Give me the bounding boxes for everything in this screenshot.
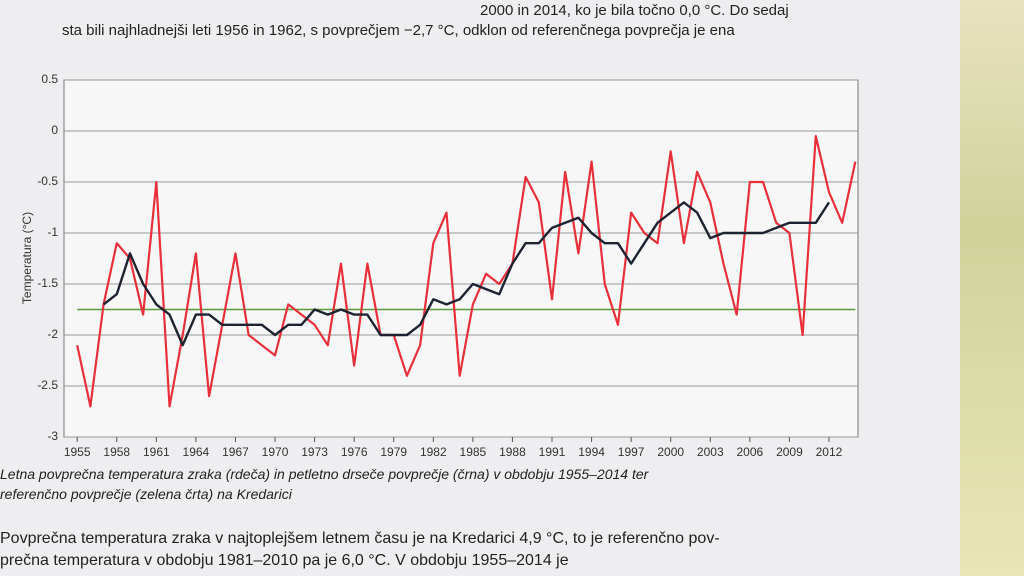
x-tick-label: 1970 <box>262 445 289 459</box>
x-tick-label: 2009 <box>776 445 803 459</box>
caption: Letna povprečna temperatura zraka (rdeča… <box>0 466 649 482</box>
x-tick-label: 1973 <box>301 445 328 459</box>
y-tick-label: 0 <box>51 123 58 137</box>
x-tick-label: 2006 <box>736 445 763 459</box>
header-line: sta bili najhladnejši leti 1956 in 1962,… <box>62 22 735 39</box>
plot-area <box>63 79 859 438</box>
x-tick-label: 1997 <box>618 445 645 459</box>
book-edge <box>960 0 1024 576</box>
x-tick-label: 1985 <box>460 445 487 459</box>
y-tick-label: -1.5 <box>37 276 58 290</box>
x-tick-label: 2003 <box>697 445 724 459</box>
footer-line: Povprečna temperatura zraka v najtoplejš… <box>0 530 720 547</box>
x-tick-label: 1994 <box>578 445 605 459</box>
x-tick-label: 1976 <box>341 445 368 459</box>
y-tick-label: 0.5 <box>41 72 58 86</box>
header-line: 2000 in 2014, ko je bila točno 0,0 °C. D… <box>480 2 789 19</box>
y-tick-label: -2.5 <box>37 378 58 392</box>
x-tick-label: 1958 <box>103 445 130 459</box>
x-tick-label: 1982 <box>420 445 447 459</box>
series-line <box>76 135 857 408</box>
y-tick-label: -2 <box>47 327 58 341</box>
y-tick-label: -1 <box>47 225 58 239</box>
x-tick-label: 1967 <box>222 445 249 459</box>
x-tick-label: 1961 <box>143 445 170 459</box>
x-tick-label: 1955 <box>64 445 91 459</box>
x-tick-label: 1979 <box>380 445 407 459</box>
y-tick-label: -0.5 <box>37 174 58 188</box>
x-tick-label: 1991 <box>539 445 566 459</box>
x-tick-label: 1988 <box>499 445 526 459</box>
series-line <box>102 201 830 347</box>
footer-line: prečna temperatura v obdobju 1981–2010 p… <box>0 552 569 569</box>
y-axis-label: Temperatura (°C) <box>20 212 34 304</box>
x-tick-label: 2012 <box>816 445 843 459</box>
x-tick-label: 1964 <box>183 445 210 459</box>
x-tick-label: 2000 <box>657 445 684 459</box>
caption: referenčno povprečje (zelena črta) na Kr… <box>0 486 292 502</box>
y-tick-label: -3 <box>47 429 58 443</box>
